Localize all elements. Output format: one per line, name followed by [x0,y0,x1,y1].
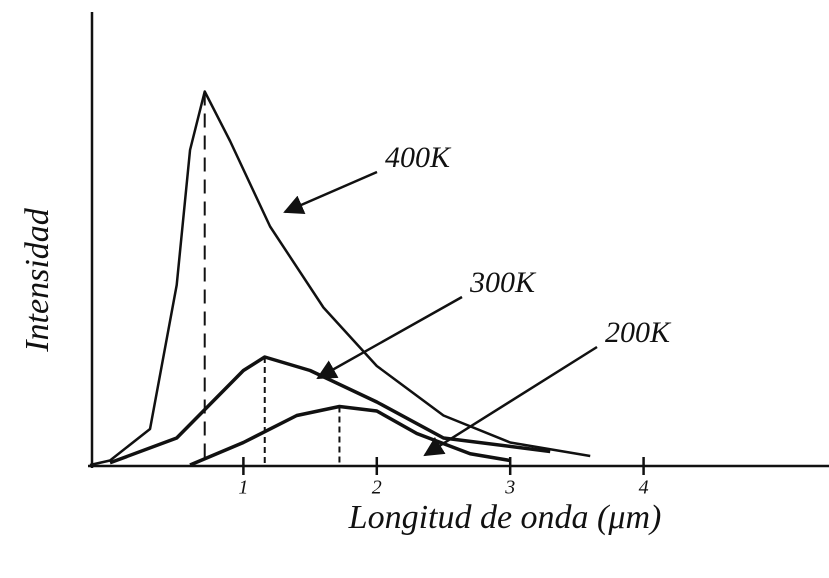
x-tick-label: 3 [504,477,515,499]
y-axis-label: Intensidad [19,207,56,353]
chart: Intensidad Longitud de onda (μm) 1 2 3 4 400… [0,0,829,578]
series-label: 200K [605,316,672,349]
x-tick-label: 4 [639,477,649,499]
x-axis-label: Longitud de onda (μm) [348,499,662,536]
series-label: 300K [469,266,537,299]
series-label: 400K [385,141,452,174]
annotation-arrow [425,347,597,455]
x-tick-label: 2 [372,477,382,499]
annotation-arrow [285,172,377,212]
x-tick-label: 1 [238,477,248,499]
line-series [190,407,510,466]
annotation-arrow [318,297,462,378]
